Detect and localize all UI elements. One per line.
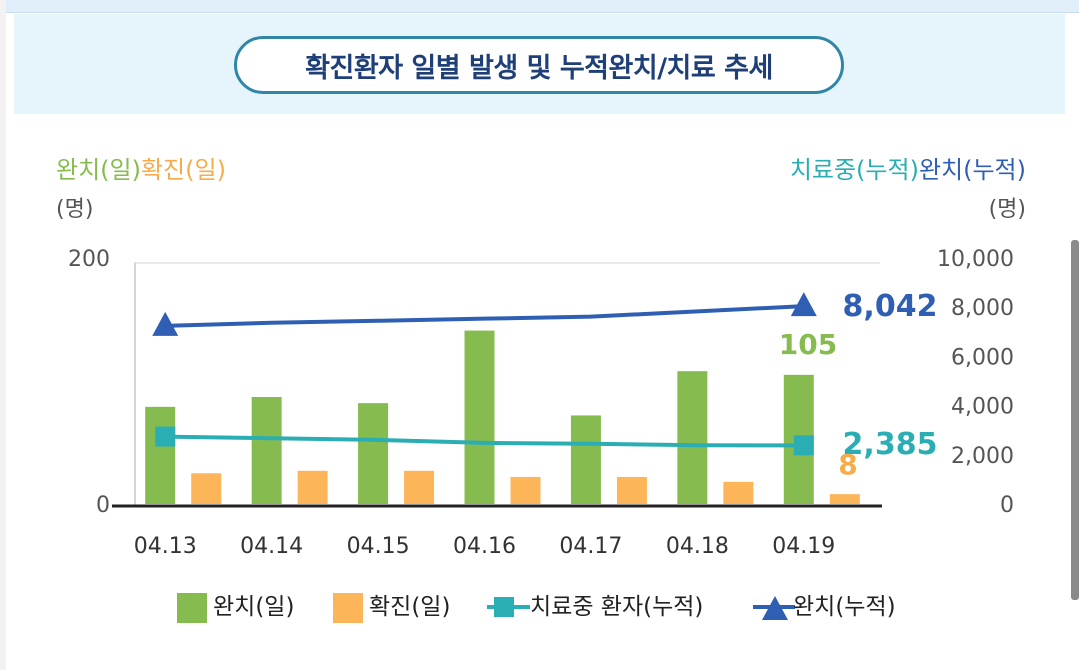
- label-cured-daily: 105: [779, 328, 837, 361]
- bar-cured-daily: [677, 371, 708, 504]
- chart-title: 확진환자 일별 발생 및 누적완치/치료 추세: [305, 52, 773, 84]
- right-axis-title-treating: 치료중(누적): [790, 156, 919, 184]
- bar-confirmed-daily: [297, 470, 328, 504]
- right-ticks: 10,000 8,000 6,000 4,000 2,000 0: [937, 247, 1014, 518]
- bar-cured-daily: [145, 406, 176, 504]
- left-axis-title-confirmed: 확진(일): [141, 156, 226, 184]
- scrollbar[interactable]: [1071, 240, 1079, 600]
- right-tick-label: 8,000: [951, 296, 1014, 321]
- legend-label-cured-daily: 완치(일): [213, 594, 294, 620]
- legend-swatch-cured-daily: [177, 593, 207, 623]
- legend-marker-treating: [494, 597, 514, 617]
- legend-label-confirmed-daily: 확진(일): [369, 594, 450, 620]
- chart-title-pill: 확진환자 일별 발생 및 누적완치/치료 추세: [234, 36, 844, 94]
- marker-cured-cumulative: [790, 292, 817, 317]
- marker-cured-cumulative: [152, 311, 179, 336]
- top-strip: [0, 0, 1079, 13]
- left-axis-title-cured: 완치(일): [56, 156, 141, 184]
- left-axis-unit: (명): [56, 197, 93, 222]
- label-confirmed-daily: 8: [838, 448, 857, 481]
- right-tick-label: 0: [1000, 493, 1014, 518]
- label-cured-cumulative: 8,042: [843, 289, 938, 324]
- bar-cured-daily: [464, 330, 495, 504]
- lines: [165, 304, 804, 448]
- marker-treating: [155, 426, 176, 447]
- left-axis-title: 완치(일)확진(일): [56, 156, 226, 184]
- bar-confirmed-daily: [723, 481, 754, 504]
- x-tick-labels: 04.13 04.14 04.15 04.16 04.17 04.18 04.19: [134, 534, 836, 559]
- bars: [145, 330, 860, 504]
- legend-label-cured-cumulative: 완치(누적): [793, 594, 896, 620]
- right-tick-label: 6,000: [951, 345, 1014, 370]
- right-axis-title-cured: 완치(누적): [919, 156, 1026, 184]
- bar-cured-daily: [570, 415, 601, 504]
- bar-confirmed-daily: [616, 476, 647, 504]
- x-tick-label: 04.17: [559, 534, 622, 559]
- left-edge: [0, 0, 6, 670]
- line-treating-cumulative: [165, 434, 804, 448]
- right-tick-label: 10,000: [937, 247, 1014, 272]
- x-tick-label: 04.18: [666, 534, 729, 559]
- bar-confirmed-daily: [510, 476, 541, 504]
- x-tick-label: 04.13: [134, 534, 197, 559]
- left-tick-label: 200: [68, 247, 110, 272]
- legend: 완치(일) 확진(일) 치료중 환자(누적) 완치(누적): [177, 593, 896, 623]
- legend-swatch-confirmed-daily: [333, 593, 363, 623]
- right-tick-label: 2,000: [951, 444, 1014, 469]
- marker-treating: [793, 435, 814, 456]
- bar-confirmed-daily: [829, 494, 860, 504]
- x-tick-label: 04.19: [772, 534, 835, 559]
- x-tick-label: 04.15: [347, 534, 410, 559]
- line-cured-cumulative: [165, 304, 804, 328]
- markers: [152, 292, 817, 456]
- x-tick-label: 04.16: [453, 534, 516, 559]
- right-axis-unit: (명): [989, 197, 1026, 222]
- bar-confirmed-daily: [191, 473, 222, 504]
- legend-marker-cured-cumulative: [762, 596, 788, 620]
- bar-confirmed-daily: [404, 470, 435, 504]
- label-treating-cumulative: 2,385: [843, 427, 938, 462]
- bar-cured-daily: [358, 403, 389, 504]
- x-tick-label: 04.14: [240, 534, 303, 559]
- right-axis-title: 치료중(누적)완치(누적): [790, 156, 1026, 184]
- legend-label-treating: 치료중 환자(누적): [530, 594, 703, 620]
- right-tick-label: 4,000: [951, 395, 1014, 420]
- bar-cured-daily: [251, 396, 282, 504]
- left-tick-label: 0: [96, 493, 110, 518]
